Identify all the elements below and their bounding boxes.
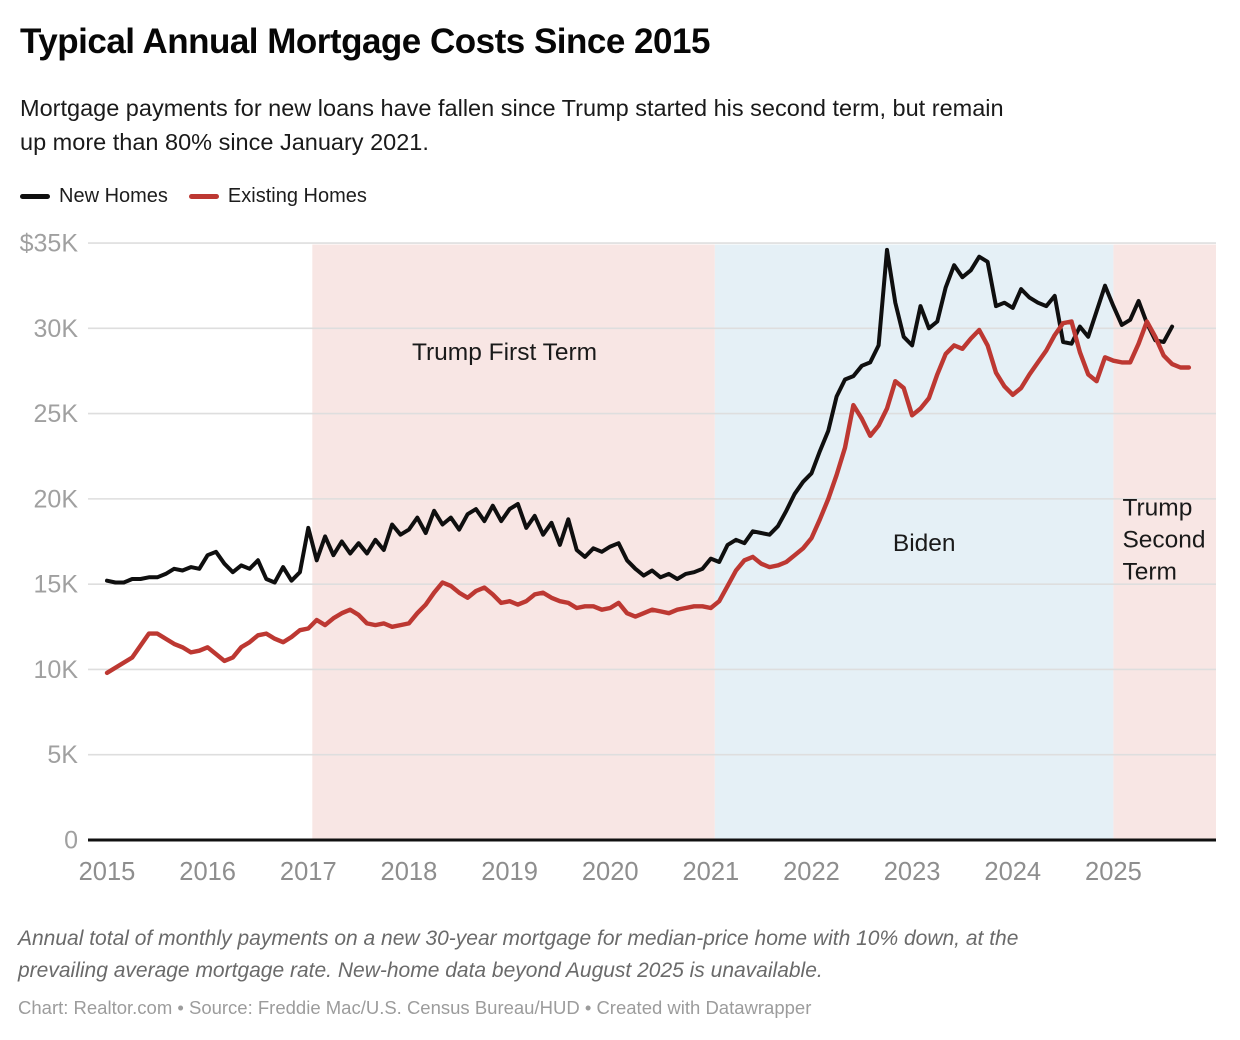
term-band-label: Biden xyxy=(893,530,956,557)
chart-subtitle: Mortgage payments for new loans have fal… xyxy=(20,94,1004,155)
x-axis-tick-label: 2015 xyxy=(79,858,136,886)
chart-footnote: Annual total of monthly payments on a ne… xyxy=(18,926,1019,982)
term-band-label: Second xyxy=(1122,526,1205,553)
x-axis-tick-label: 2024 xyxy=(984,858,1041,886)
x-axis-tick-label: 2020 xyxy=(582,858,639,886)
chart-page: Typical Annual Mortgage Costs Since 2015… xyxy=(0,22,1240,1019)
x-axis-tick-label: 2019 xyxy=(481,858,538,886)
x-axis-tick-label: 2021 xyxy=(682,858,739,886)
y-axis-tick-label: 15K xyxy=(34,570,79,598)
y-axis-tick-label: 30K xyxy=(34,315,79,343)
series-existing-homes xyxy=(104,319,1192,675)
term-band-label: Term xyxy=(1122,558,1176,585)
chart-credit: Chart: Realtor.com • Source: Freddie Mac… xyxy=(18,996,812,1018)
x-axis-tick-label: 2017 xyxy=(280,858,337,886)
series-new-homes xyxy=(105,247,1175,585)
x-axis-tick-label: 2022 xyxy=(783,858,840,886)
y-axis-tick-label: $35K xyxy=(20,229,79,257)
existing-homes-swatch-icon xyxy=(188,194,219,200)
x-axis-tick-label: 2018 xyxy=(381,858,438,886)
mortgage-cost-chart: 0 5K 10K 15K 20K 25K 30K $35K 2015 2016 2017 2018 20… xyxy=(0,225,1240,897)
legend-label-existing-homes: Existing Homes xyxy=(227,185,367,208)
legend-item-existing-homes: Existing Homes xyxy=(188,185,367,208)
legend-item-new-homes: New Homes xyxy=(20,185,168,208)
y-axis-tick-label: 20K xyxy=(34,485,79,513)
x-axis-tick-label: 2023 xyxy=(884,858,941,886)
y-axis-tick-label: 0 xyxy=(64,826,78,854)
legend-label-new-homes: New Homes xyxy=(59,185,168,208)
term-band-label: Trump xyxy=(1122,494,1192,521)
y-axis-tick-label: 10K xyxy=(34,656,79,684)
y-axis-tick-label: 25K xyxy=(34,400,79,428)
new-homes-swatch-icon xyxy=(20,194,50,200)
page-title: Typical Annual Mortgage Costs Since 2015 xyxy=(20,22,710,61)
chart-legend: New Homes Existing Homes xyxy=(20,185,1220,209)
term-band xyxy=(1113,244,1216,840)
y-axis-tick-label: 5K xyxy=(47,741,78,769)
x-axis-tick-label: 2016 xyxy=(179,858,236,886)
line-chart-canvas: 0 5K 10K 15K 20K 25K 30K $35K 2015 2016 2017 2018 20… xyxy=(20,229,1216,886)
term-band-label: Trump First Term xyxy=(412,339,597,366)
x-axis-tick-label: 2025 xyxy=(1085,858,1142,886)
